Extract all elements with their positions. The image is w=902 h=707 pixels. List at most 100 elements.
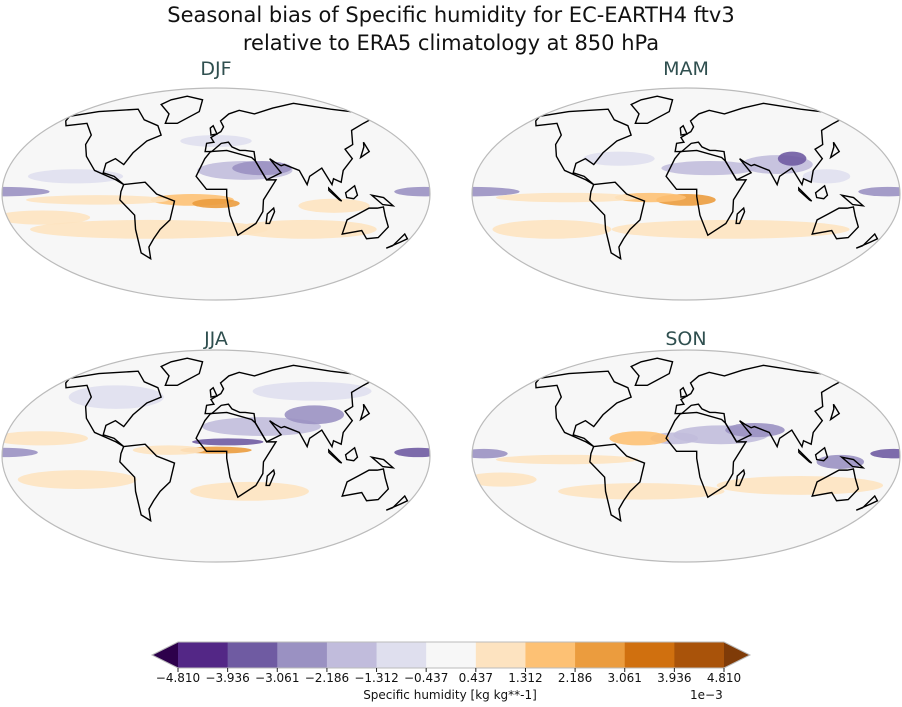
coastline <box>209 386 218 398</box>
bias-region <box>298 198 370 213</box>
bias-region <box>190 481 309 501</box>
coastline <box>855 232 879 249</box>
bias-region <box>192 438 264 446</box>
coastline <box>369 455 396 469</box>
bias-region <box>25 195 169 205</box>
bias-region <box>234 219 377 239</box>
coastline <box>195 411 278 499</box>
coastline <box>829 403 841 422</box>
bias-region <box>777 151 807 166</box>
coastline <box>341 468 390 502</box>
coastline <box>814 184 829 200</box>
coastline <box>630 357 674 387</box>
coastline <box>160 357 204 387</box>
coastline <box>674 364 846 449</box>
map-jja <box>1 349 431 563</box>
colorbar-segment <box>624 642 675 668</box>
colorbar-segment <box>525 642 576 668</box>
coastline <box>735 206 746 225</box>
bias-region <box>2 431 88 446</box>
coastline <box>665 149 748 237</box>
coastline <box>589 181 646 261</box>
bias-region <box>252 381 372 401</box>
coastline <box>674 102 846 187</box>
coastline <box>327 448 343 464</box>
coastline <box>811 468 860 502</box>
colorbar-segment <box>178 642 229 668</box>
colorbar-tick-label: −3.061 <box>255 671 300 685</box>
coastline <box>855 494 879 511</box>
bias-region <box>609 431 669 446</box>
coastline <box>119 181 176 261</box>
map-border <box>471 349 901 563</box>
map-mam <box>471 87 901 301</box>
coastline <box>209 124 218 136</box>
colorbar-tick-label: −3.936 <box>205 671 250 685</box>
coastline <box>735 468 746 487</box>
colorbar-segment <box>326 642 378 668</box>
bias-region <box>611 219 850 239</box>
coastline <box>385 232 409 249</box>
coastline <box>359 141 371 160</box>
panel-title-mam: MAM <box>663 58 709 80</box>
colorbar-scale: 1e−3 <box>690 688 723 702</box>
colorbar-segment <box>376 642 427 668</box>
panel-title-djf: DJF <box>200 58 232 80</box>
bias-region <box>870 448 900 459</box>
coastline <box>630 95 674 125</box>
coastline <box>679 386 688 398</box>
bias-region <box>202 417 321 436</box>
map-son <box>471 349 901 563</box>
colorbar-tick-label: −2.186 <box>304 671 350 685</box>
colorbar-segment <box>575 642 626 668</box>
coastline <box>797 448 813 464</box>
coastline <box>195 149 278 237</box>
bias-region <box>68 385 164 409</box>
colorbar-segment <box>674 642 725 668</box>
colorbar-tick-label: 4.810 <box>706 671 742 685</box>
colorbar-extend-max <box>724 642 750 668</box>
colorbar-segment <box>277 642 328 668</box>
coastline <box>535 108 632 186</box>
bias-region <box>394 186 430 197</box>
bias-region <box>232 161 292 176</box>
colorbar-tick-label: 3.061 <box>607 671 642 685</box>
coastline <box>359 403 371 422</box>
coastline <box>265 206 276 225</box>
bias-region <box>716 476 884 495</box>
map-djf <box>1 87 431 301</box>
coastline <box>204 102 376 187</box>
colorbar-tick-label: 1.312 <box>508 671 543 685</box>
figure-title-line1: Seasonal bias of Specific humidity for E… <box>167 3 735 27</box>
colorbar-tick-label: 2.186 <box>557 671 593 685</box>
coastline <box>119 443 176 523</box>
coastline <box>385 494 409 511</box>
bias-region <box>802 169 851 184</box>
bias-region <box>614 192 687 203</box>
bias-region <box>180 135 252 147</box>
coastline <box>839 193 866 207</box>
coastline <box>160 95 204 125</box>
bias-region <box>495 192 639 203</box>
coastline <box>797 186 813 202</box>
coastline <box>341 206 390 240</box>
map-border <box>471 87 901 301</box>
colorbar-segment <box>426 642 477 668</box>
panel-title-son: SON <box>665 328 707 350</box>
bias-region <box>858 186 900 197</box>
coastline <box>265 468 276 487</box>
bias-region <box>132 445 205 455</box>
coastline <box>814 446 829 462</box>
coastline <box>811 206 860 240</box>
colorbar-tick-label: −0.437 <box>403 671 449 685</box>
colorbar-segment <box>475 642 526 668</box>
bias-region <box>2 210 91 225</box>
coastline <box>344 184 359 200</box>
map-border <box>1 349 431 563</box>
colorbar-label: Specific humidity [kg kg**-1] <box>363 688 537 702</box>
coastline <box>589 443 646 523</box>
coastline <box>369 193 396 207</box>
